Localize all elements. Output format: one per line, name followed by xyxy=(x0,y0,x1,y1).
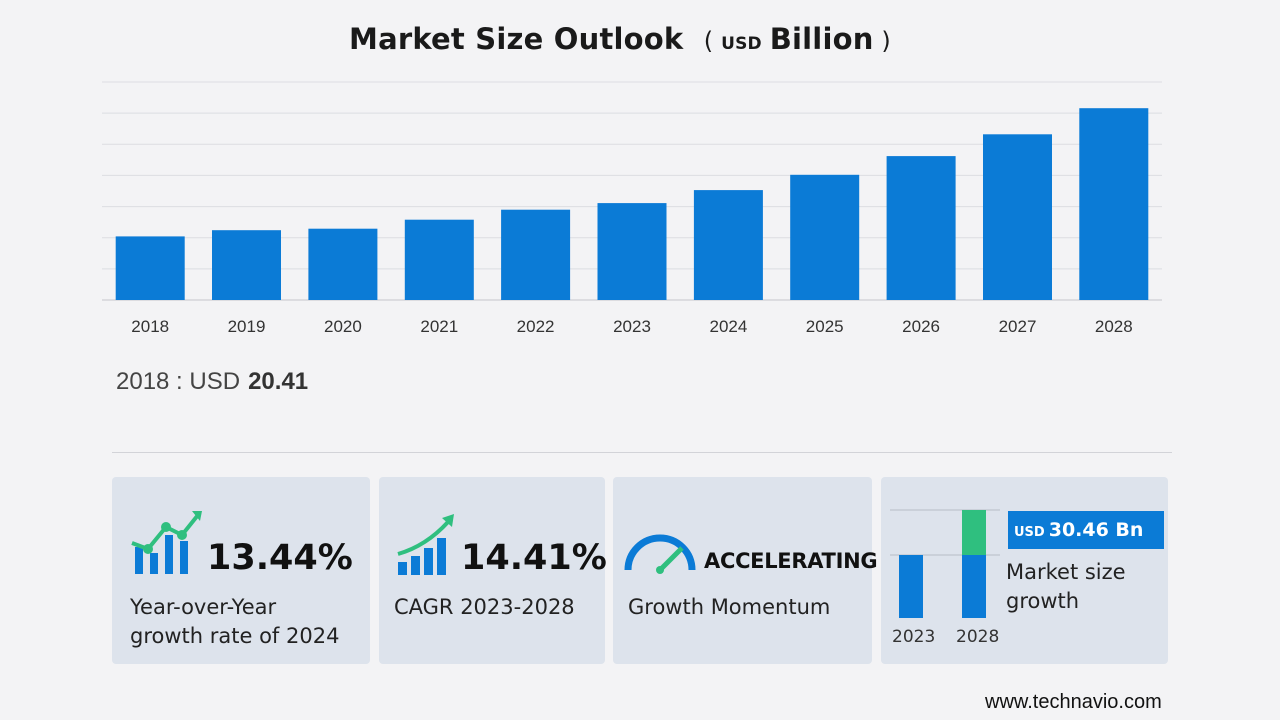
growth-value-badge: USD 30.46 Bn xyxy=(1008,511,1164,549)
footer-url: www.technavio.com xyxy=(985,691,1162,713)
x-tick-2022: 2022 xyxy=(517,317,555,336)
speedometer-icon xyxy=(624,534,696,574)
cagr-label: CAGR 2023-2028 xyxy=(394,595,575,619)
bar-chart: 2018 2019 2020 2021 2022 2023 2024 2025 2026 2027… xyxy=(102,81,1162,336)
growth-label-line1: Market size xyxy=(1006,560,1126,584)
growth-chart-icon xyxy=(131,511,202,574)
growth-value: 30.46 Bn xyxy=(1048,519,1144,541)
growth-card xyxy=(881,477,1168,664)
x-tick-2023: 2023 xyxy=(613,317,651,336)
bar-2028 xyxy=(1079,108,1149,300)
x-tick-2021: 2021 xyxy=(420,317,458,336)
x-tick-2027: 2027 xyxy=(999,317,1037,336)
x-tick-2028: 2028 xyxy=(1095,317,1133,336)
section-divider xyxy=(112,452,1172,453)
x-tick-2025: 2025 xyxy=(806,317,844,336)
x-tick-2026: 2026 xyxy=(902,317,940,336)
mini-bar-2028 xyxy=(962,555,986,618)
base-year-label: 2018 : USD xyxy=(116,368,241,395)
growth-mini-chart xyxy=(890,509,1000,618)
bar-2020 xyxy=(308,228,378,300)
title-unit-open: ( xyxy=(703,27,714,55)
growth-currency: USD xyxy=(1014,525,1045,540)
bar-2024 xyxy=(693,190,763,300)
title-unit: ( USD Billion ) xyxy=(703,22,891,56)
mini-bar-2023 xyxy=(899,555,923,618)
x-tick-2019: 2019 xyxy=(228,317,266,336)
cagr-value: 14.41% xyxy=(461,538,607,578)
bar-2027 xyxy=(983,134,1052,300)
mini-year-start: 2023 xyxy=(892,627,936,647)
bar-2023 xyxy=(597,203,667,300)
chart-title: Market Size Outlook ( USD Billion ) xyxy=(0,22,1240,56)
mini-year-end: 2028 xyxy=(956,627,1000,647)
chart-x-ticks: 2018 2019 2020 2021 2022 2023 2024 2025 2026 2027… xyxy=(131,317,1132,336)
x-tick-2020: 2020 xyxy=(324,317,362,336)
chart-bars xyxy=(115,108,1149,300)
growth-label-line2: growth xyxy=(1006,589,1080,613)
base-year-note: 2018 : USD 20.41 xyxy=(116,368,308,396)
x-tick-2024: 2024 xyxy=(709,317,747,336)
yoy-description: Year-over-Year growth rate of 2024 xyxy=(130,593,339,651)
title-unit-scale: Billion xyxy=(769,22,874,56)
bar-2026 xyxy=(886,156,956,300)
cagr-trend-icon xyxy=(397,514,454,575)
bar-2022 xyxy=(501,209,571,300)
bar-2018 xyxy=(115,236,185,300)
mini-bar-2028-growth xyxy=(962,510,986,555)
yoy-desc-line2: growth rate of 2024 xyxy=(130,624,340,648)
bar-2019 xyxy=(212,230,281,300)
bar-2021 xyxy=(404,219,474,300)
x-tick-2018: 2018 xyxy=(131,317,169,336)
momentum-value: ACCELERATING xyxy=(704,549,878,573)
title-unit-currency: USD xyxy=(721,34,762,54)
momentum-label: Growth Momentum xyxy=(628,595,831,619)
bar-2025 xyxy=(790,174,860,300)
yoy-desc-line1: Year-over-Year xyxy=(130,595,277,619)
yoy-value: 13.44% xyxy=(207,538,353,578)
growth-label: Market size growth xyxy=(1006,558,1126,616)
base-year-value: 20.41 xyxy=(248,368,309,395)
title-text: Market Size Outlook xyxy=(349,22,684,56)
title-unit-close: ) xyxy=(881,27,891,55)
